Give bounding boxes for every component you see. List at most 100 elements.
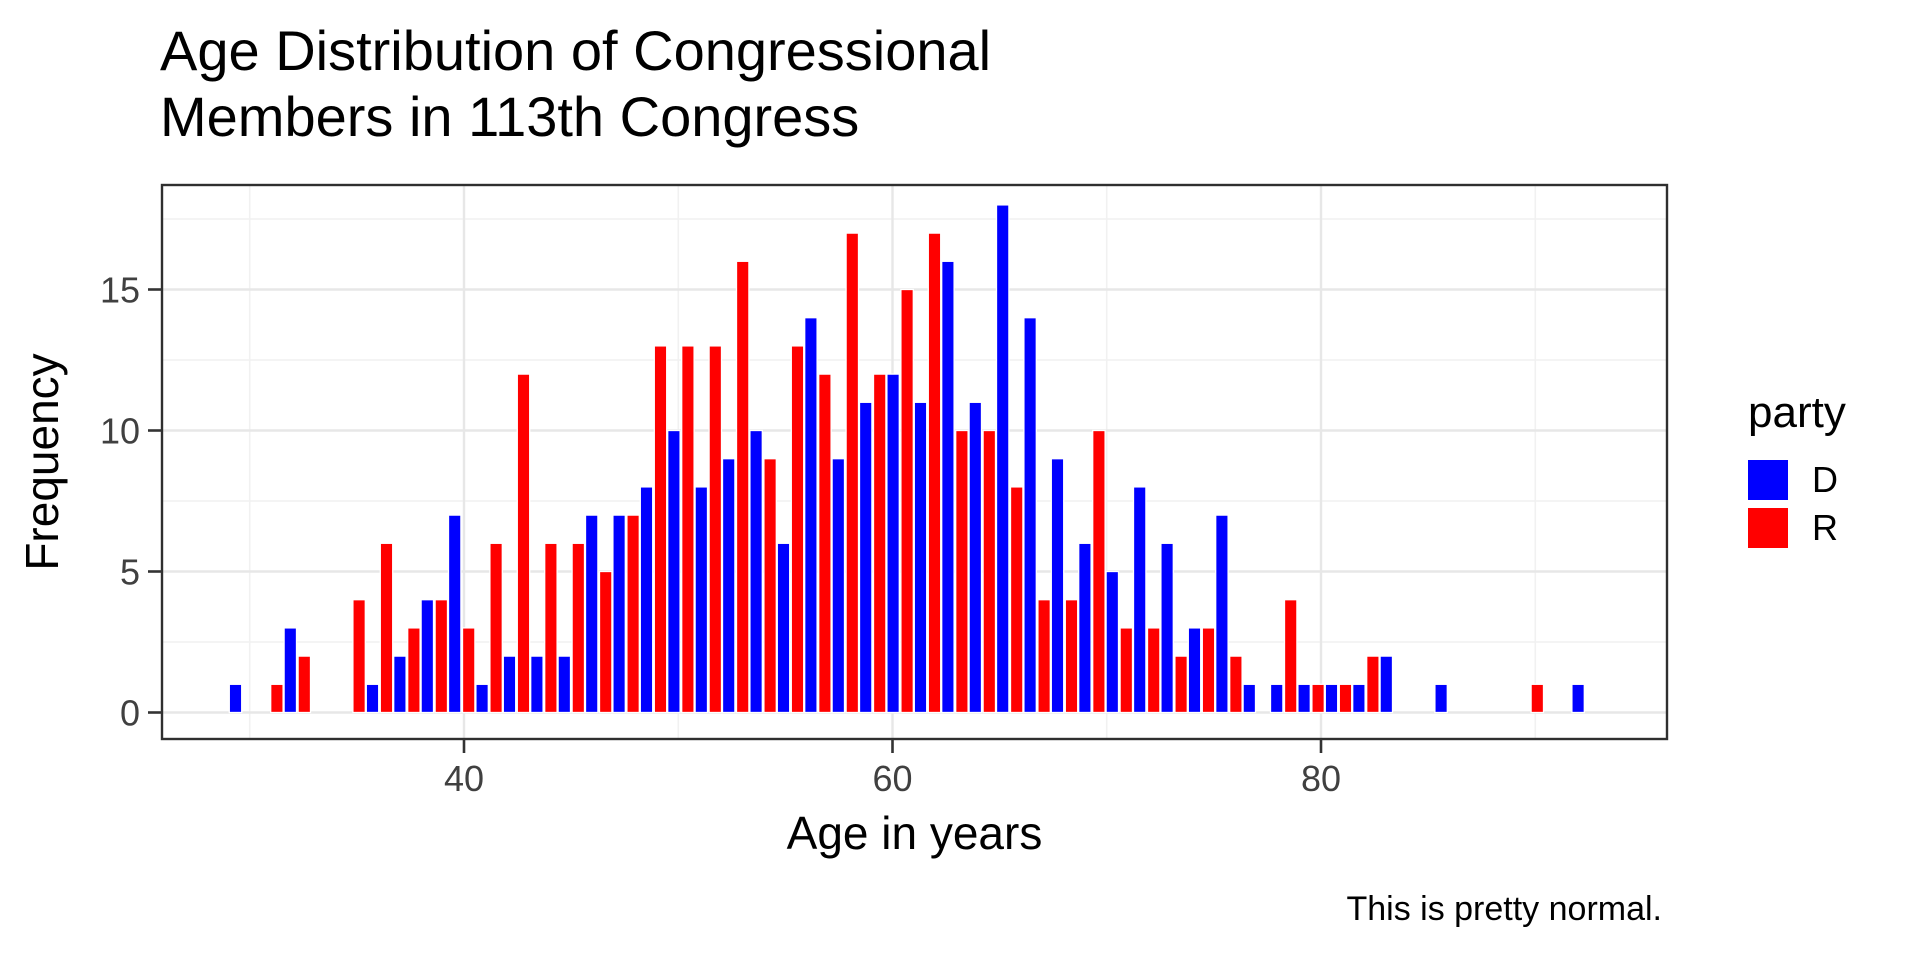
legend-label: R: [1812, 507, 1838, 548]
bar-R: [544, 542, 558, 714]
bar-D: [228, 683, 243, 714]
bar-R: [1037, 599, 1051, 714]
bar-D: [1023, 317, 1037, 714]
bar-D: [1187, 627, 1202, 714]
bar-D: [913, 401, 928, 714]
panel-border: [160, 183, 1669, 741]
legend-swatch-R: [1748, 508, 1788, 548]
bar-D: [995, 204, 1010, 714]
bar-R: [735, 260, 750, 714]
chart-title-line1: Age Distribution of Congressional: [160, 19, 992, 82]
bar-R: [872, 373, 887, 714]
bar-D: [1269, 683, 1284, 714]
bar-D: [1160, 542, 1174, 714]
bar-D: [283, 627, 298, 714]
bar-R: [763, 458, 777, 714]
bar-R: [571, 542, 586, 714]
chart-title: Age Distribution of Congressional Member…: [160, 18, 991, 150]
bar-D: [886, 373, 900, 714]
bar-R: [1366, 655, 1380, 714]
bar-D: [721, 458, 736, 714]
bar-D: [420, 599, 435, 714]
bar-R: [1311, 683, 1325, 714]
bar-D: [1379, 655, 1394, 714]
bar-D: [1324, 683, 1339, 714]
bar-R: [352, 599, 366, 714]
bar-R: [900, 288, 914, 714]
bar-R: [1174, 655, 1188, 714]
bar-D: [804, 317, 818, 714]
bar-D: [941, 260, 955, 714]
chart-title-line2: Members in 113th Congress: [160, 85, 860, 148]
bar-D: [1105, 570, 1120, 714]
bar-D: [612, 514, 626, 714]
caption: This is pretty normal.: [1346, 890, 1662, 928]
bar-R: [818, 373, 832, 714]
bar-D: [968, 401, 983, 714]
legend-item-R: R: [1748, 507, 1846, 548]
bar-R: [434, 599, 449, 714]
bar-D: [749, 429, 763, 714]
bar-D: [1297, 683, 1311, 714]
bar-R: [297, 655, 312, 714]
x-axis-title: Age in years: [786, 807, 1043, 859]
x-axis-tick-label: 60: [872, 758, 912, 799]
bar-R: [1201, 627, 1216, 714]
y-axis-tick-label: 10: [100, 411, 140, 452]
x-axis-tick-label: 80: [1301, 758, 1341, 799]
bar-R: [681, 345, 695, 714]
bar-R: [1119, 627, 1134, 714]
bar-D: [858, 401, 873, 714]
bar-R: [1338, 683, 1353, 714]
bar-D: [694, 486, 709, 714]
bar-D: [1215, 514, 1229, 714]
y-axis-tick-label: 15: [100, 270, 140, 311]
bar-D: [557, 655, 572, 714]
legend-title: party: [1748, 388, 1846, 437]
legend-label: D: [1812, 459, 1838, 500]
bar-R: [708, 345, 723, 714]
bar-D: [1352, 683, 1366, 714]
bar-D: [776, 542, 791, 714]
bar-D: [1050, 458, 1065, 714]
bar-R: [845, 232, 860, 714]
bar-D: [447, 514, 462, 714]
bar-R: [1092, 429, 1106, 714]
bar-R: [653, 345, 668, 714]
bar-R: [927, 232, 942, 714]
bar-D: [1571, 683, 1585, 714]
bar-R: [379, 542, 394, 714]
bar-R: [1283, 599, 1298, 714]
bar-D: [639, 486, 654, 714]
bar-D: [365, 683, 380, 714]
bar-R: [1009, 486, 1024, 714]
bar-D: [393, 655, 407, 714]
bar-D: [1132, 486, 1147, 714]
legend-item-D: D: [1748, 459, 1846, 500]
bar-R: [1530, 683, 1545, 714]
bar-D: [667, 429, 681, 714]
bar-R: [1064, 599, 1079, 714]
bar-R: [1146, 627, 1161, 714]
bar-D: [1434, 683, 1448, 714]
bar-D: [831, 458, 846, 714]
bar-R: [790, 345, 805, 714]
bar-R: [1229, 655, 1243, 714]
bar-R: [270, 683, 284, 714]
bar-R: [982, 429, 997, 714]
x-axis-tick-label: 40: [444, 758, 484, 799]
bar-D: [530, 655, 544, 714]
y-axis-tick-label: 0: [120, 693, 140, 734]
bar-R: [598, 570, 613, 714]
bar-R: [516, 373, 531, 714]
legend-swatch-D: [1748, 460, 1788, 500]
bar-D: [502, 655, 517, 714]
bar-R: [626, 514, 640, 714]
bar-R: [407, 627, 421, 714]
bar-D: [475, 683, 489, 714]
bar-R: [955, 429, 969, 714]
